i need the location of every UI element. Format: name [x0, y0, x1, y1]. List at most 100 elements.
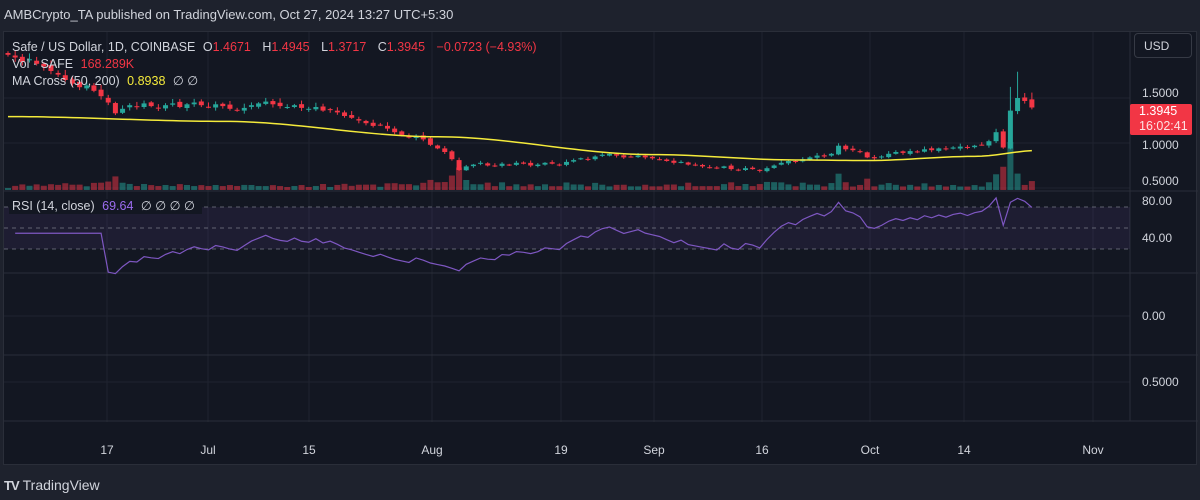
volume-bar: [12, 185, 19, 190]
publish-header: AMBCrypto_TA published on TradingView.co…: [4, 7, 454, 22]
volume-bar: [355, 184, 362, 190]
time-label: Nov: [1082, 443, 1104, 457]
currency-button[interactable]: USD: [1134, 33, 1192, 58]
candle-body: [521, 162, 527, 164]
ma-line: [7, 115, 1032, 162]
candle-body: [284, 107, 290, 108]
candle-body: [836, 145, 842, 155]
volume-bar: [907, 184, 914, 190]
volume-bar: [799, 182, 806, 190]
volume-bar: [606, 186, 613, 190]
volume-bar: [126, 183, 133, 190]
volume-bar: [312, 185, 319, 190]
volume-bar: [592, 182, 599, 190]
chart-frame[interactable]: Safe / US Dollar, 1D, COINBASE O1.4671 H…: [3, 31, 1198, 466]
ma-legend: MA Cross (50, 200) 0.8938 ∅ ∅: [12, 74, 202, 89]
candle-body: [1029, 99, 1035, 108]
candle-body: [986, 141, 992, 146]
volume-bar: [721, 184, 727, 190]
price-chart[interactable]: [4, 32, 1198, 466]
volume-bar: [771, 182, 778, 190]
symbol-name[interactable]: Safe / US Dollar, 1D, COINBASE: [12, 40, 196, 54]
volume-bar: [692, 186, 699, 190]
candle-body: [742, 168, 748, 170]
volume-bar: [964, 186, 971, 190]
rsi-label[interactable]: RSI (14, close): [12, 199, 95, 213]
volume-bar: [620, 184, 627, 190]
candle-body: [342, 112, 348, 116]
candle-body: [256, 103, 262, 107]
candle-body: [807, 157, 813, 161]
candle-body: [184, 104, 190, 109]
candle-body: [664, 159, 670, 161]
candle-body: [163, 105, 169, 109]
candle-body: [456, 160, 462, 170]
candle-body: [685, 162, 691, 165]
volume-bar: [857, 184, 864, 190]
candle-body: [19, 56, 25, 62]
volume-bar: [878, 184, 885, 190]
candle-body: [263, 101, 269, 104]
candle-body: [900, 151, 906, 153]
candle-body: [528, 162, 534, 166]
time-label: 17: [100, 443, 114, 457]
candle-body: [549, 162, 555, 164]
volume-bar: [69, 184, 76, 190]
candle-body: [291, 105, 297, 107]
candle-body: [463, 166, 469, 171]
candle-body: [585, 158, 591, 160]
volume-bar: [950, 184, 957, 190]
volume-bar: [112, 176, 119, 190]
volume-bar: [441, 182, 448, 190]
candle-body: [34, 60, 40, 64]
time-label: 14: [957, 443, 971, 457]
candle-body: [248, 105, 254, 107]
volume-bar: [262, 186, 269, 190]
volume-bar: [191, 186, 198, 190]
volume-bar: [563, 182, 570, 190]
volume-bar: [248, 184, 255, 190]
candle-body: [957, 146, 963, 149]
rsi-extra: ∅ ∅ ∅ ∅: [140, 199, 195, 213]
volume-bar: [663, 184, 670, 190]
candle-body: [929, 148, 935, 151]
candle-body: [642, 155, 648, 158]
candle-body: [234, 109, 240, 111]
volume-bar: [277, 186, 284, 190]
volume-bar: [363, 184, 369, 190]
high-label: H: [262, 40, 272, 54]
candle-body: [943, 148, 949, 150]
volume-bar: [749, 186, 756, 190]
low-label: L: [321, 40, 329, 54]
candle-body: [563, 161, 569, 165]
last-price: 1.3945: [1139, 104, 1178, 118]
volume-bar: [377, 186, 384, 190]
ma-label[interactable]: MA Cross (50, 200): [12, 74, 120, 88]
candle-body: [735, 169, 741, 171]
candle-body: [356, 119, 362, 121]
volume-bar: [83, 186, 90, 190]
time-label: Aug: [421, 443, 443, 457]
volume-bar: [219, 186, 226, 190]
volume-bar: [993, 174, 1000, 190]
volume-label[interactable]: Vol · SAFE: [12, 57, 74, 71]
candle-body: [893, 152, 899, 154]
volume-bar: [405, 184, 412, 190]
candle-body: [535, 164, 541, 167]
candle-body: [170, 103, 176, 105]
volume-bar: [706, 186, 713, 190]
bar-countdown: 16:02:41: [1139, 119, 1188, 133]
low-value: 1.3717: [328, 40, 367, 54]
candle-body: [120, 108, 126, 113]
tradingview-logo[interactable]: TV TradingView: [4, 477, 100, 493]
volume-bar: [5, 188, 11, 190]
candle-body: [384, 125, 390, 129]
volume-bar: [885, 183, 892, 190]
volume-bar: [763, 181, 770, 190]
rsi-value: 69.64: [102, 199, 134, 213]
volume-bar: [520, 186, 527, 190]
volume-bar: [477, 184, 484, 190]
candle-body: [105, 97, 111, 103]
volume-bar: [900, 186, 906, 190]
volume-bar: [98, 182, 105, 190]
